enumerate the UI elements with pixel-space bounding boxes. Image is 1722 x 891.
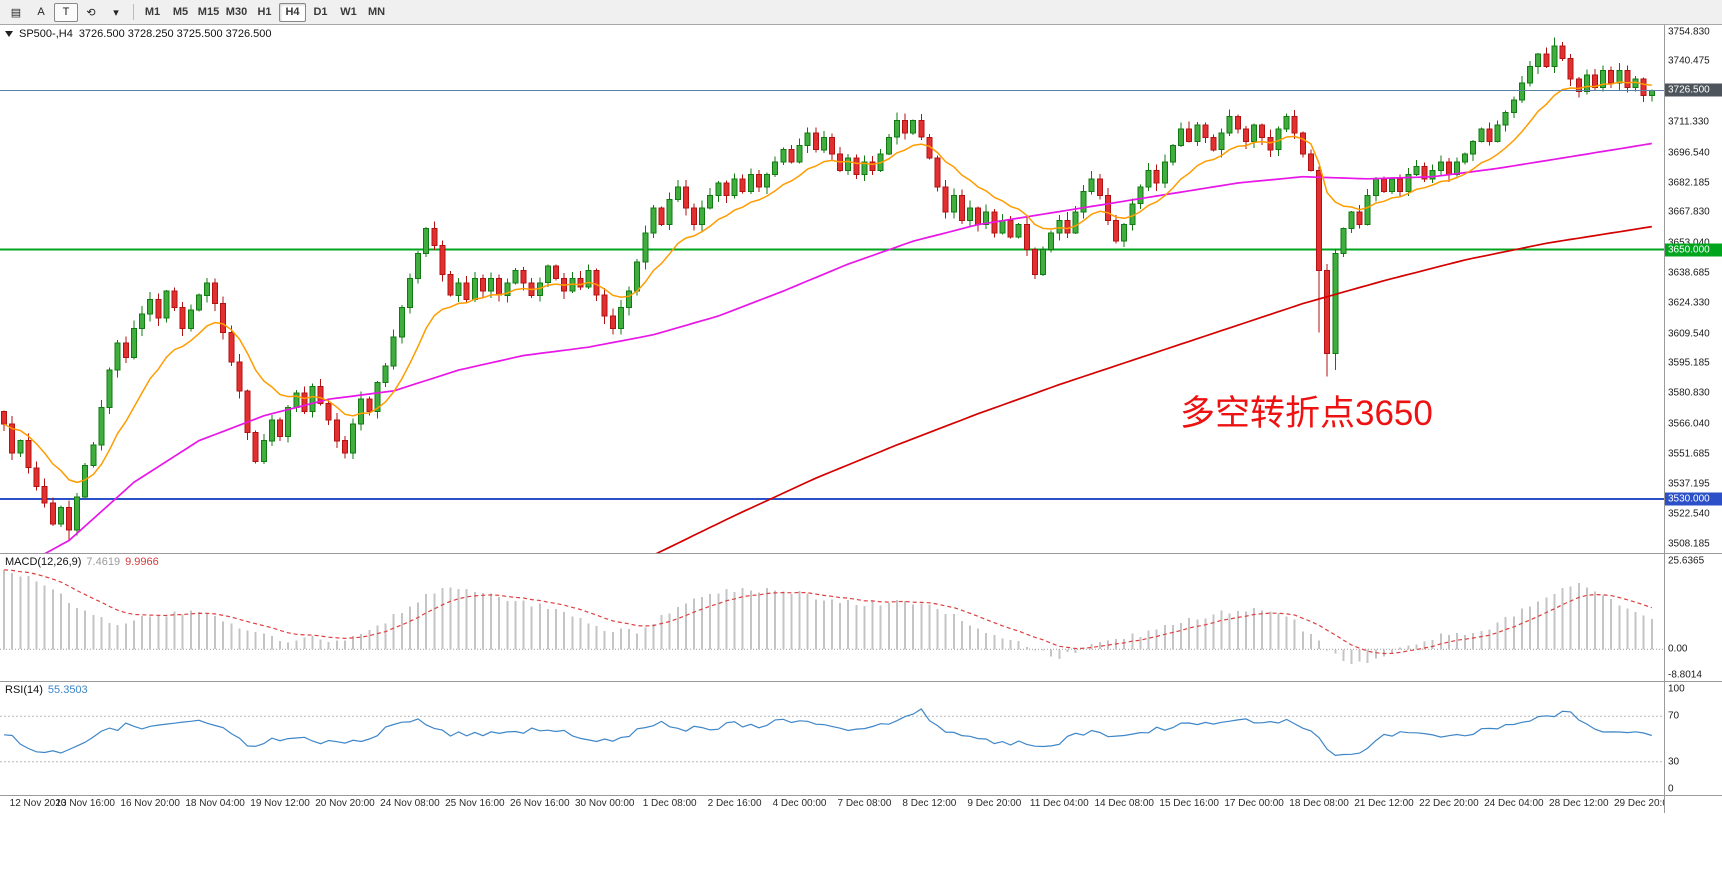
macd-signal-value: 9.9966 [125, 556, 159, 568]
timeframe-m30-button[interactable]: M30 [225, 6, 248, 18]
macd-tick-label: 25.6365 [1668, 555, 1705, 567]
price-tick-label: 3711.330 [1668, 116, 1709, 128]
timeframe-m5-button[interactable]: M5 [172, 6, 189, 18]
time-axis-label: 26 Nov 16:00 [510, 798, 570, 809]
rsi-tick-label: 30 [1668, 756, 1680, 768]
ohlc-values: 3726.500 3728.250 3725.500 3726.500 [78, 28, 272, 40]
price-level-badge: 3530.000 [1665, 492, 1722, 506]
price-tick-label: 3609.540 [1668, 328, 1710, 340]
macd-axis[interactable]: 25.6365 0.00 -8.8014 [1664, 554, 1722, 681]
price-tick-label: 3740.475 [1668, 55, 1710, 67]
toolbar: ▤ A T ⟲ ▾ M1 M5 M15 M30 H1 H4 D1 W1 MN [0, 0, 1722, 25]
toolbar-chart-type-button[interactable]: ▤ [10, 6, 22, 19]
macd-plot[interactable]: MACD(12,26,9) 7.4619 9.9966 [0, 554, 1664, 681]
macd-tick-label: 0.00 [1668, 643, 1688, 655]
time-axis-label: 29 Dec 20:00 [1613, 798, 1664, 809]
time-axis-label: 21 Dec 12:00 [1354, 798, 1414, 809]
toolbar-templates-dropdown-button[interactable]: ▾ [113, 6, 119, 19]
rsi-tick-label: 100 [1668, 683, 1685, 695]
price-panel: SP500-,H4 3726.500 3728.250 3725.500 372… [0, 25, 1722, 553]
time-axis[interactable]: 12 Nov 2020 13 Nov 16:00 16 Nov 20:00 18 No… [0, 795, 1722, 813]
macd-panel: MACD(12,26,9) 7.4619 9.9966 25.6365 0.00 -8.… [0, 553, 1722, 681]
rsi-plot[interactable]: RSI(14) 55.3503 [0, 682, 1664, 795]
rsi-indicator-name: RSI(14) [5, 684, 43, 696]
rsi-tick-label: 0 [1668, 783, 1674, 795]
time-axis-label: 18 Nov 04:00 [185, 798, 245, 809]
time-axis-label: 11 Dec 04:00 [1029, 798, 1089, 809]
toolbar-templates-button[interactable]: ⟲ [86, 6, 96, 19]
price-level-badge: 3650.000 [1665, 243, 1722, 256]
timeframe-m15-button[interactable]: M15 [197, 6, 220, 18]
time-axis-label: 28 Dec 12:00 [1549, 798, 1609, 809]
time-axis-labels[interactable]: 12 Nov 2020 13 Nov 16:00 16 Nov 20:00 18 No… [0, 796, 1664, 813]
price-tick-label: 3667.830 [1668, 206, 1710, 218]
time-axis-label: 8 Dec 12:00 [902, 798, 957, 809]
macd-label: MACD(12,26,9) 7.4619 9.9966 [5, 556, 159, 568]
time-axis-label: 18 Dec 08:00 [1289, 798, 1349, 809]
time-axis-label: 19 Nov 12:00 [250, 798, 310, 809]
timeframe-h1-button[interactable]: H1 [257, 6, 272, 18]
symbol-marker-icon[interactable] [5, 31, 13, 37]
price-plot[interactable]: SP500-,H4 3726.500 3728.250 3725.500 372… [0, 25, 1664, 553]
chart-title: SP500-,H4 3726.500 3728.250 3725.500 372… [5, 28, 272, 40]
bottom-spacer [0, 813, 1722, 891]
price-tick-label: 3537.195 [1668, 478, 1710, 490]
symbol-timeframe-label: SP500-,H4 [19, 28, 73, 40]
macd-tick-label: -8.8014 [1668, 669, 1702, 681]
time-axis-label: 17 Dec 00:00 [1224, 798, 1284, 809]
price-tick-label: 3595.185 [1668, 357, 1710, 369]
time-axis-label: 22 Dec 20:00 [1419, 798, 1479, 809]
time-axis-label: 24 Dec 04:00 [1484, 798, 1544, 809]
timeframe-m1-button[interactable]: M1 [144, 6, 161, 18]
price-chart-canvas[interactable] [0, 25, 1664, 553]
time-axis-label: 30 Nov 00:00 [574, 798, 635, 809]
time-axis-label: 25 Nov 16:00 [445, 798, 505, 809]
price-tick-label: 3551.685 [1668, 448, 1710, 460]
price-tick-label: 3522.540 [1668, 508, 1710, 520]
time-axis-label: 12 Nov 2020 [9, 798, 67, 809]
macd-main-value: 7.4619 [86, 556, 121, 568]
time-axis-label: 20 Nov 20:00 [315, 798, 375, 809]
time-axis-label: 24 Nov 08:00 [380, 798, 440, 809]
rsi-label: RSI(14) 55.3503 [5, 684, 88, 696]
time-axis-label: 16 Nov 20:00 [120, 798, 180, 809]
price-level-badge: 3726.500 [1665, 83, 1722, 97]
rsi-axis[interactable]: 100 70 30 0 [1664, 682, 1722, 795]
timeframe-h4-button[interactable]: H4 [279, 2, 306, 22]
toolbar-cursor-button[interactable]: A [37, 6, 45, 18]
time-axis-label: 14 Dec 08:00 [1094, 798, 1154, 809]
time-axis-label: 2 Dec 16:00 [707, 798, 762, 809]
toolbar-text-button[interactable]: T [54, 2, 78, 22]
price-tick-label: 3682.185 [1668, 177, 1710, 189]
time-axis-label: 15 Dec 16:00 [1159, 798, 1219, 809]
macd-indicator-name: MACD(12,26,9) [5, 556, 82, 568]
timeframe-w1-button[interactable]: W1 [340, 6, 357, 18]
macd-chart-canvas[interactable] [0, 554, 1664, 681]
time-axis-label: 9 Dec 20:00 [967, 798, 1022, 809]
timeframe-d1-button[interactable]: D1 [313, 6, 328, 18]
rsi-chart-canvas[interactable] [0, 682, 1664, 795]
price-tick-label: 3566.040 [1668, 418, 1710, 430]
chart-annotation-text[interactable]: 多空转折点3650 [1180, 394, 1433, 433]
time-axis-label: 13 Nov 16:00 [55, 798, 115, 809]
rsi-panel: RSI(14) 55.3503 100 70 30 0 [0, 681, 1722, 795]
price-axis[interactable]: 3754.8303740.4753725.8053711.3303696.540… [1664, 25, 1722, 553]
price-tick-label: 3580.830 [1668, 387, 1710, 399]
rsi-value: 55.3503 [47, 684, 88, 696]
time-axis-label: 4 Dec 00:00 [772, 798, 827, 809]
price-tick-label: 3638.685 [1668, 267, 1710, 279]
time-axis-corner [1664, 796, 1722, 813]
toolbar-separator [133, 4, 134, 20]
timeframe-mn-button[interactable]: MN [367, 6, 386, 18]
price-tick-label: 3624.330 [1668, 297, 1710, 309]
time-axis-label: 1 Dec 08:00 [642, 798, 697, 809]
rsi-tick-label: 70 [1668, 710, 1680, 722]
time-axis-label: 7 Dec 08:00 [837, 798, 892, 809]
price-tick-label: 3754.830 [1668, 26, 1710, 38]
price-tick-label: 3508.185 [1668, 538, 1710, 550]
price-tick-label: 3696.540 [1668, 147, 1710, 159]
